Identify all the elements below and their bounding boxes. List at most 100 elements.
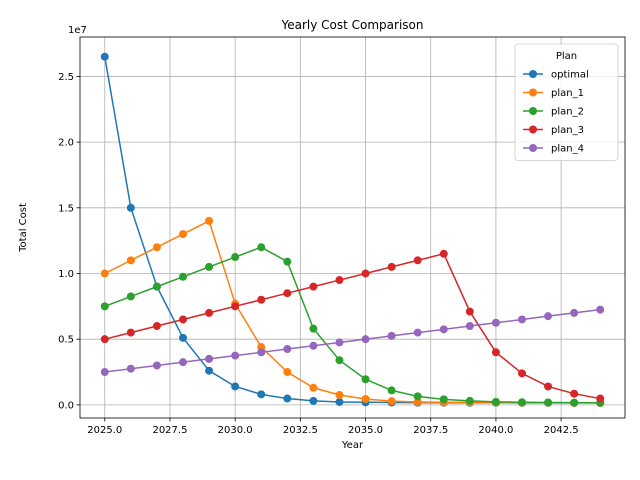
data-point-plan_4 (387, 331, 396, 340)
series-layer (100, 52, 605, 407)
x-tick-label: 2037.5 (413, 425, 448, 436)
data-point-plan_3 (205, 308, 214, 317)
data-point-plan_4 (570, 308, 579, 317)
plot-area-frame (79, 36, 626, 419)
data-point-plan_3 (179, 315, 188, 324)
series-plan_3 (100, 249, 605, 403)
data-point-plan_2 (413, 392, 422, 401)
y-tick-label: 0.5 (58, 335, 74, 346)
data-point-plan_1 (309, 383, 318, 392)
data-point-plan_2 (465, 396, 474, 405)
data-point-plan_3 (126, 328, 135, 337)
data-point-plan_2 (491, 397, 500, 406)
data-point-plan_2 (283, 257, 292, 266)
data-point-plan_2 (335, 356, 344, 365)
legend-swatch-marker (529, 107, 537, 115)
data-point-plan_1 (387, 397, 396, 406)
data-point-plan_1 (413, 397, 422, 406)
x-tick-label: 2035.0 (348, 425, 383, 436)
data-point-plan_3 (309, 282, 318, 291)
data-point-plan_3 (152, 322, 161, 331)
legend-swatch-marker (529, 88, 537, 97)
legend-item-plan_2: plan_2 (523, 107, 584, 118)
data-point-plan_4 (205, 354, 214, 363)
series-line-plan_4 (104, 308, 601, 373)
data-point-plan_4 (257, 348, 266, 357)
legend-label: plan_1 (551, 88, 584, 99)
legend: Plan optimal plan_1 plan_2 plan_3 plan_4 (514, 43, 619, 161)
data-point-plan_4 (335, 338, 344, 347)
legend-label: plan_4 (551, 144, 584, 155)
x-tick-label: 2027.5 (152, 425, 187, 436)
data-point-plan_2 (544, 398, 553, 407)
data-point-plan_2 (361, 375, 370, 384)
data-point-plan_4 (517, 315, 526, 324)
data-point-plan_2 (570, 398, 579, 407)
data-point-plan_4 (283, 345, 292, 354)
legend-title: Plan (556, 51, 577, 62)
series-line-plan_2 (104, 246, 601, 404)
data-point-plan_2 (387, 386, 396, 395)
data-point-plan_2 (126, 292, 135, 301)
data-point-plan_3 (283, 289, 292, 298)
data-point-plan_2 (179, 272, 188, 281)
data-point-optimal (100, 52, 109, 61)
data-point-plan_3 (596, 394, 605, 403)
y-tick-label: 2.0 (58, 138, 74, 149)
legend-item-plan_3: plan_3 (523, 125, 584, 136)
y-axis-scale-label: 1e7 (68, 25, 87, 36)
data-point-plan_1 (100, 269, 109, 278)
data-point-plan_1 (283, 368, 292, 377)
data-point-plan_4 (439, 325, 448, 334)
data-point-plan_4 (361, 335, 370, 344)
legend-item-plan_4: plan_4 (523, 144, 584, 155)
data-point-optimal (126, 203, 135, 212)
legend-swatch-marker (529, 144, 537, 152)
data-point-plan_1 (179, 230, 188, 239)
data-point-optimal (231, 382, 240, 391)
series-plan_4 (100, 305, 605, 377)
data-point-plan_4 (413, 328, 422, 337)
legend-item-optimal: optimal (523, 70, 589, 81)
data-point-plan_4 (309, 341, 318, 350)
data-point-plan_4 (596, 305, 605, 314)
data-point-plan_2 (231, 253, 240, 262)
legend-swatch-marker (529, 70, 537, 78)
data-point-plan_4 (126, 364, 135, 373)
legend-swatch-marker (529, 125, 537, 134)
series-line-plan_3 (104, 252, 601, 400)
data-point-plan_1 (205, 216, 214, 225)
x-tick-label: 2042.5 (544, 425, 579, 436)
data-point-plan_1 (335, 391, 344, 400)
data-point-plan_2 (439, 395, 448, 404)
data-point-plan_3 (517, 369, 526, 378)
x-tick-label: 2032.5 (283, 425, 318, 436)
data-point-plan_1 (361, 394, 370, 403)
data-point-plan_3 (387, 262, 396, 271)
data-point-plan_3 (491, 348, 500, 357)
data-point-plan_1 (126, 256, 135, 265)
data-point-plan_3 (413, 256, 422, 265)
data-point-plan_3 (544, 382, 553, 391)
data-point-optimal (335, 397, 344, 406)
data-point-plan_2 (152, 282, 161, 291)
x-tick-label: 2030.0 (218, 425, 253, 436)
data-point-plan_4 (544, 312, 553, 321)
data-point-plan_3 (465, 307, 474, 316)
x-tick-label: 2040.0 (478, 425, 513, 436)
data-point-optimal (309, 396, 318, 405)
chart-title: Yearly Cost Comparison (281, 18, 424, 32)
legend-label: optimal (551, 70, 589, 81)
data-point-plan_1 (152, 243, 161, 252)
data-point-plan_3 (361, 269, 370, 278)
data-point-optimal (283, 394, 292, 403)
y-tick-label: 1.5 (58, 203, 74, 214)
legend-box (514, 43, 619, 161)
legend-label: plan_3 (551, 125, 584, 136)
data-point-plan_4 (231, 351, 240, 360)
axis-ticks: 2025.0 2027.5 2030.0 2032.5 2035.0 2037.5 2040… (58, 72, 579, 436)
data-point-plan_4 (491, 318, 500, 327)
data-point-plan_2 (309, 324, 318, 333)
legend-item-plan_1: plan_1 (523, 88, 584, 99)
